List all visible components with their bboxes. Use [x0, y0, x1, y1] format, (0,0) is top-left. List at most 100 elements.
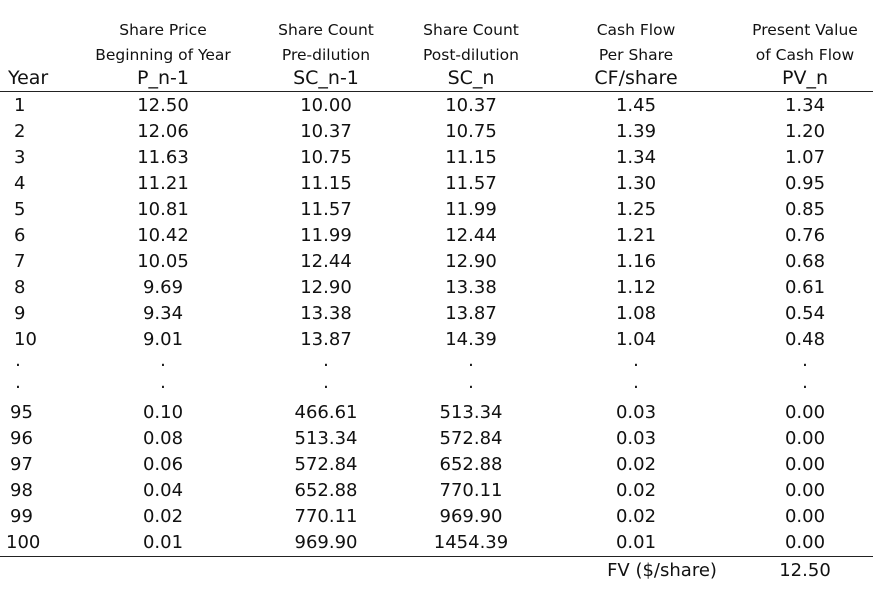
sc-post-cell: 10.75	[445, 121, 497, 142]
sc-pre-cell: 10.37	[300, 121, 352, 142]
year-cell: 98	[10, 480, 33, 501]
table-row: 4 11.21 11.15 11.57 1.30 0.95	[0, 171, 873, 197]
table-row: 8 9.69 12.90 13.38 1.12 0.61	[0, 275, 873, 301]
pv-cell: 0.48	[784, 329, 826, 350]
cf-cell: 1.04	[615, 329, 657, 350]
ellipsis-dot: .	[15, 350, 21, 371]
sc-post-header-line1: Share Count	[423, 21, 519, 39]
price-cell: 11.63	[137, 147, 189, 168]
table-row: 96 0.08 513.34 572.84 0.03 0.00	[0, 426, 873, 452]
cf-cell: 0.02	[615, 454, 657, 475]
cf-cell: 1.16	[615, 251, 657, 272]
pv-cell: 1.34	[784, 95, 826, 116]
year-cell: 100	[6, 532, 41, 553]
fv-total-row: FV ($/share) 12.50	[0, 558, 873, 584]
pv-cell: 0.68	[784, 251, 826, 272]
pv-cell: 0.95	[784, 173, 826, 194]
sc-post-cell: 10.37	[445, 95, 497, 116]
sc-pre-header-line2: Pre-dilution	[281, 46, 371, 64]
price-cell: 12.06	[137, 121, 189, 142]
price-cell: 9.01	[142, 329, 184, 350]
cf-cell: 0.03	[615, 402, 657, 423]
pv-cell: 0.00	[784, 532, 826, 553]
sc-pre-cell: 11.99	[300, 225, 352, 246]
sc-pre-cell: 466.61	[294, 402, 358, 423]
table-row: 95 0.10 466.61 513.34 0.03 0.00	[0, 400, 873, 426]
cf-cell: 1.45	[615, 95, 657, 116]
sc-post-cell: 652.88	[439, 454, 503, 475]
sc-pre-cell: 572.84	[294, 454, 358, 475]
year-cell: 6	[14, 225, 26, 246]
cf-cell: 1.12	[615, 277, 657, 298]
sc-post-header-symbol: SC_n	[447, 67, 495, 89]
sc-post-cell: 11.15	[445, 147, 497, 168]
year-cell: 8	[14, 277, 26, 298]
fv-label: FV ($/share)	[607, 560, 717, 581]
year-cell: 2	[14, 121, 26, 142]
ellipsis-dot: .	[633, 372, 639, 393]
table-row: 2 12.06 10.37 10.75 1.39 1.20	[0, 119, 873, 145]
table-row: 10 9.01 13.87 14.39 1.04 0.48	[0, 327, 873, 353]
sc-pre-cell: 10.75	[300, 147, 352, 168]
pv-cell: 0.00	[784, 480, 826, 501]
cf-cell: 0.02	[615, 506, 657, 527]
header-divider	[0, 91, 873, 92]
sc-pre-cell: 11.57	[300, 199, 352, 220]
ellipsis-dot: .	[160, 372, 166, 393]
price-header-line2: Beginning of Year	[95, 46, 231, 64]
price-cell: 10.05	[137, 251, 189, 272]
cf-cell: 1.25	[615, 199, 657, 220]
sc-post-cell: 1454.39	[433, 532, 509, 553]
cf-cell: 0.02	[615, 480, 657, 501]
ellipsis-dot: .	[15, 372, 21, 393]
ellipsis-dot: .	[802, 372, 808, 393]
table-row: 5 10.81 11.57 11.99 1.25 0.85	[0, 197, 873, 223]
cf-header-line2: Per Share	[598, 46, 674, 64]
sc-post-cell: 513.34	[439, 402, 503, 423]
table-row: 97 0.06 572.84 652.88 0.02 0.00	[0, 452, 873, 478]
pv-cell: 0.00	[784, 506, 826, 527]
sc-post-cell: 13.38	[445, 277, 497, 298]
table-row: 3 11.63 10.75 11.15 1.34 1.07	[0, 145, 873, 171]
pv-header-line1: Present Value	[752, 21, 858, 39]
price-cell: 10.42	[137, 225, 189, 246]
price-cell: 9.34	[142, 303, 184, 324]
sc-post-cell: 572.84	[439, 428, 503, 449]
sc-post-cell: 14.39	[445, 329, 497, 350]
ellipsis-dot: .	[323, 350, 329, 371]
pv-cell: 0.00	[784, 454, 826, 475]
sc-post-cell: 13.87	[445, 303, 497, 324]
year-cell: 3	[14, 147, 26, 168]
sc-pre-cell: 652.88	[294, 480, 358, 501]
price-cell: 0.10	[142, 402, 184, 423]
year-cell: 4	[14, 173, 26, 194]
year-cell: 96	[10, 428, 33, 449]
ellipsis-dot: .	[468, 350, 474, 371]
price-cell: 0.02	[142, 506, 184, 527]
pv-cell: 0.76	[784, 225, 826, 246]
ellipsis-dot: .	[633, 350, 639, 371]
price-header-line1: Share Price	[119, 21, 207, 39]
price-cell: 11.21	[137, 173, 189, 194]
price-cell: 9.69	[142, 277, 184, 298]
pv-cell: 0.54	[784, 303, 826, 324]
sc-pre-cell: 12.44	[300, 251, 352, 272]
sc-pre-header-symbol: SC_n-1	[293, 67, 359, 89]
pv-header-symbol: PV_n	[782, 67, 828, 89]
pv-cell: 0.00	[784, 428, 826, 449]
year-cell: 1	[14, 95, 26, 116]
pv-header-line2: of Cash Flow	[755, 46, 855, 64]
ellipsis-dot: .	[160, 350, 166, 371]
price-cell: 12.50	[137, 95, 189, 116]
sc-post-header-line2: Post-dilution	[423, 46, 519, 64]
cf-cell: 1.30	[615, 173, 657, 194]
year-cell: 9	[14, 303, 26, 324]
sc-post-cell: 969.90	[439, 506, 503, 527]
sc-pre-cell: 12.90	[300, 277, 352, 298]
cf-cell: 1.34	[615, 147, 657, 168]
table-row: 9 9.34 13.38 13.87 1.08 0.54	[0, 301, 873, 327]
pv-cell: 0.00	[784, 402, 826, 423]
sc-post-cell: 770.11	[439, 480, 503, 501]
pv-cell: 1.20	[784, 121, 826, 142]
pv-cell: 0.85	[784, 199, 826, 220]
